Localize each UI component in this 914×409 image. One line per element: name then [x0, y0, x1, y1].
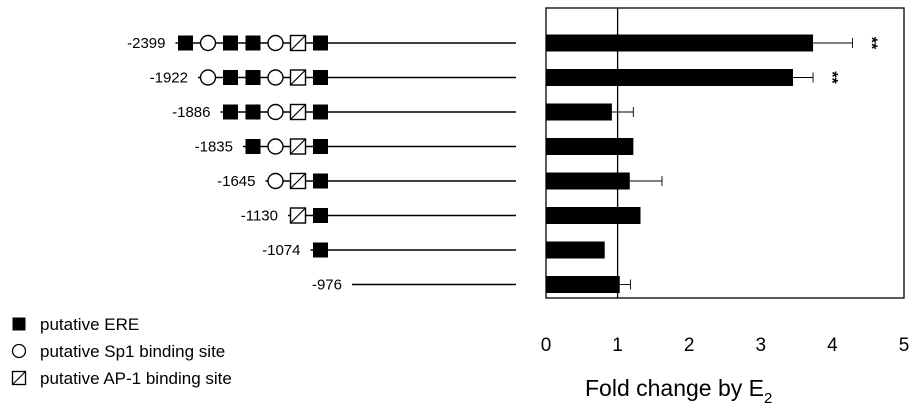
bar [546, 34, 814, 52]
ere-symbol [313, 139, 328, 154]
sp1-symbol [267, 138, 284, 155]
legend-label: putative AP-1 binding site [40, 369, 232, 388]
ere-symbol [223, 104, 238, 120]
construct-label: -2399 [127, 35, 165, 52]
bar [546, 138, 634, 155]
element-legend: putative ERE putative Sp1 binding site put… [11, 315, 232, 388]
x-tick-label: 5 [899, 335, 910, 356]
bar [546, 69, 794, 86]
x-tick-label: 4 [827, 335, 838, 356]
construct-row: -1922 [150, 69, 516, 87]
ap1-symbol-slash [290, 35, 306, 51]
sp1-symbol [267, 103, 284, 121]
construct-row: -1835 [195, 138, 516, 156]
construct-label: -1886 [172, 104, 210, 121]
construct-row: -2399 [127, 34, 516, 52]
ere-symbol [313, 208, 328, 223]
ere-symbol [223, 70, 238, 85]
construct-row: -1074 [262, 242, 516, 259]
ere-symbol [178, 35, 193, 51]
legend-ap1-icon-slash [12, 371, 26, 385]
bar [546, 276, 620, 293]
construct-row: -1645 [217, 172, 516, 190]
ere-symbol [245, 70, 261, 85]
x-tick-label: 3 [756, 335, 767, 356]
construct-row: -1130 [241, 207, 516, 225]
ere-symbol [223, 35, 238, 51]
construct-label: -1074 [262, 242, 300, 259]
x-axis-title-main: Fold change by E [585, 375, 764, 401]
construct-label: -976 [312, 277, 342, 294]
ap1-symbol-slash [290, 104, 306, 120]
ere-symbol [313, 242, 328, 258]
ere-symbol [313, 70, 328, 85]
construct-diagrams: -2399 -1922 -1886 -1835 -1645 -1130 -1074 -976 [127, 34, 516, 294]
ere-symbol [245, 104, 261, 120]
bars-group: ** ** [546, 8, 879, 298]
construct-label: -1645 [217, 173, 255, 190]
construct-label: -1835 [195, 139, 233, 156]
sp1-symbol [199, 69, 217, 86]
ap1-symbol-slash [290, 138, 306, 155]
sp1-symbol [199, 34, 217, 52]
legend-item: putative AP-1 binding site [11, 369, 232, 388]
legend-sp1-icon [11, 343, 27, 359]
construct-label: -1922 [150, 70, 188, 87]
ere-symbol [313, 104, 328, 120]
bar [546, 207, 641, 224]
legend-item: putative Sp1 binding site [11, 342, 225, 361]
ere-symbol [245, 139, 261, 154]
ere-symbol [313, 173, 328, 189]
x-tick-label: 0 [541, 335, 552, 356]
significance-marker: ** [862, 37, 879, 50]
legend-label: putative Sp1 binding site [40, 342, 225, 361]
construct-row: -1886 [172, 103, 516, 121]
ere-symbol [313, 35, 328, 51]
bar [546, 103, 612, 121]
ap1-symbol-slash [290, 207, 306, 224]
bar [546, 241, 605, 259]
x-tick-label: 2 [684, 335, 695, 356]
sp1-symbol [267, 34, 284, 52]
construct-row: -976 [312, 277, 516, 294]
x-axis-title: Fold change by E2 [585, 375, 772, 407]
x-axis-title-subscript: 2 [764, 390, 772, 407]
ere-symbol [245, 35, 261, 51]
sp1-symbol [267, 172, 284, 190]
ap1-symbol-slash [290, 173, 306, 189]
construct-label: -1130 [241, 208, 278, 225]
x-tick-label: 1 [612, 335, 623, 356]
ap1-symbol-slash [290, 69, 306, 86]
x-axis: 0 1 2 3 4 5 [541, 335, 910, 356]
legend-label: putative ERE [40, 315, 139, 334]
sp1-symbol [267, 69, 284, 86]
significance-marker: ** [823, 71, 840, 84]
bar [546, 172, 630, 190]
legend-ere-icon [12, 317, 26, 331]
legend-item: putative ERE [12, 315, 139, 334]
